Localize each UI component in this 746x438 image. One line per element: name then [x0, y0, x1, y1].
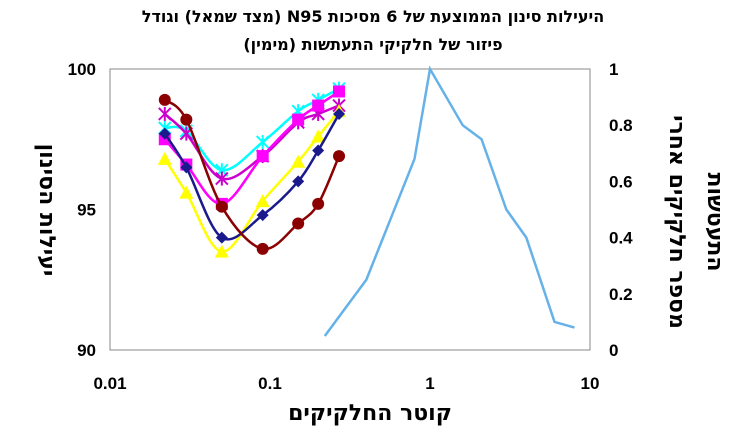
data-point [292, 218, 304, 230]
y-axis-right: 0 0.2 0.4 0.6 0.8 1 [609, 60, 633, 360]
data-point [312, 144, 324, 156]
data-point [312, 198, 324, 210]
y-left-tick-label: 90 [77, 341, 96, 360]
y-right-tick-label: 0.8 [609, 116, 633, 135]
y-axis-left: 90 95 100 [68, 60, 96, 360]
series-6 [159, 94, 345, 255]
series-7 [325, 69, 575, 336]
data-point [257, 135, 269, 149]
data-point [257, 150, 269, 162]
y-right-tick-label: 0.4 [609, 229, 633, 248]
y-axis-left-label: יעילות הסינון [34, 144, 59, 277]
y-axis-right-label-line1: מספר חלקיקים אחרי [664, 115, 689, 329]
x-tick-label: 1 [425, 374, 434, 393]
data-point [333, 85, 345, 97]
x-tick-label: 0.1 [258, 374, 282, 393]
data-point [312, 100, 324, 112]
x-axis-label: קוטר החלקיקים [288, 401, 452, 426]
chart-title-line1: היעילות סינון הממוצעת של 6 מסיכות N95 (מ… [142, 7, 604, 26]
data-point [180, 114, 192, 126]
series-line [325, 69, 575, 336]
data-point [159, 107, 171, 121]
data-point [216, 201, 228, 213]
data-point [179, 186, 193, 199]
data-point [158, 152, 172, 165]
y-right-tick-label: 1 [609, 60, 618, 79]
data-point [257, 243, 269, 255]
series-layer [158, 69, 575, 336]
y-right-tick-label: 0.2 [609, 285, 633, 304]
x-tick-label: 10 [581, 374, 600, 393]
data-point [159, 94, 171, 106]
chart-title-line2: פיזור של חלקיקי התעתשות (מימין) [243, 35, 502, 54]
y-left-tick-label: 100 [68, 60, 96, 79]
data-point [292, 114, 304, 126]
y-left-tick-label: 95 [77, 201, 96, 220]
y-right-tick-label: 0.6 [609, 172, 633, 191]
data-point [333, 150, 345, 162]
y-axis-right-label-line2: התעטשות [702, 173, 727, 272]
y-right-tick-label: 0 [609, 341, 618, 360]
x-tick-label: 0.01 [93, 374, 126, 393]
x-axis: 0.01 0.1 1 10 [93, 374, 599, 393]
